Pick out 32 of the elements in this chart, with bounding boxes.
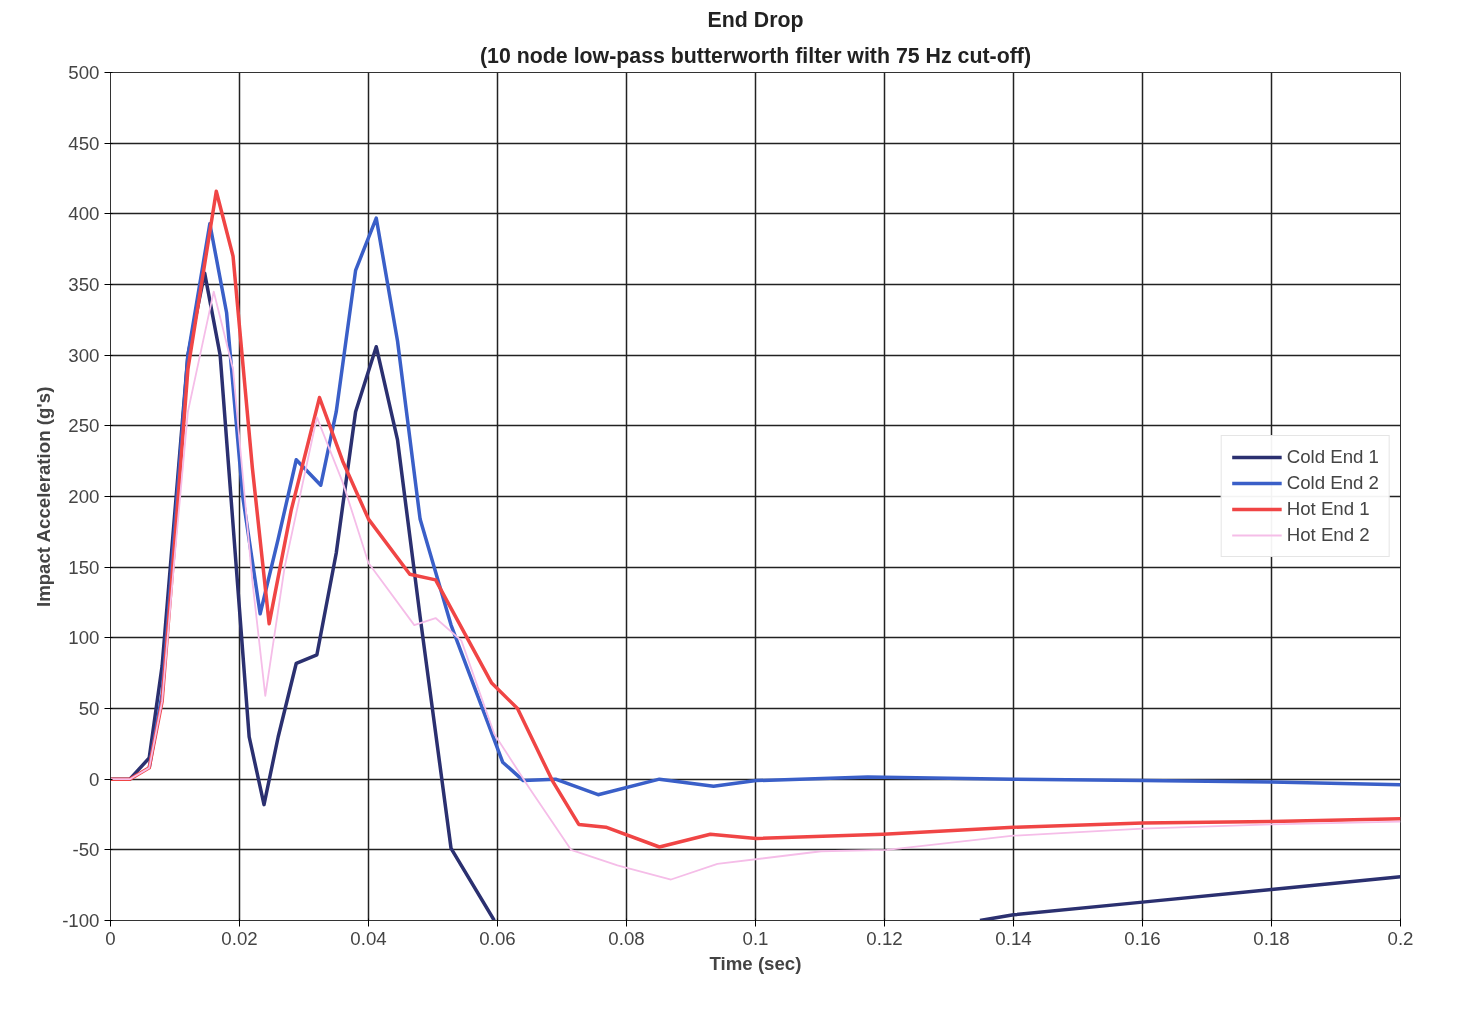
x-tick-label: 0.14 [995,927,1032,949]
y-tick-label: 500 [68,62,100,83]
y-tick-label: 100 [68,627,100,649]
x-tick-label: 0.08 [608,927,645,949]
x-tick-label: 0.06 [479,927,516,949]
chart-subtitle: (10 node low-pass butterworth filter with 75 Hz cut-off) [480,43,1031,68]
y-tick-label: 400 [68,203,100,225]
x-axis-title: Time (sec) [709,952,802,974]
y-tick-label: 150 [68,556,100,578]
y-tick-label: 200 [68,486,100,507]
y-axis-title: Impact Acceleration (g's) [33,386,55,608]
x-tick-label: 0.18 [1253,927,1290,949]
legend-label: Hot End 2 [1286,524,1370,546]
y-tick-label: 350 [68,274,100,295]
x-tick-label: 0.16 [1124,927,1161,949]
legend-label: Hot End 1 [1286,498,1370,520]
x-tick-label: 0.02 [221,927,258,949]
y-tick-label: 250 [68,415,100,437]
x-tick-label: 0 [105,927,116,949]
y-tick-label: 0 [89,768,100,790]
x-tick-label: 0.1 [742,927,769,949]
y-tick-label: 450 [68,132,100,154]
y-tick-label: 50 [78,698,100,719]
legend-label: Cold End 1 [1286,446,1379,468]
x-tick-label: 0.2 [1387,927,1414,949]
x-tick-label: 0.12 [866,927,903,949]
chart-title: End Drop [707,7,804,32]
legend-label: Cold End 2 [1286,472,1379,494]
y-tick-label: 300 [68,344,100,366]
y-tick-label: -50 [72,839,100,861]
x-tick-label: 0.04 [350,927,387,949]
y-tick-label: -100 [62,910,100,931]
